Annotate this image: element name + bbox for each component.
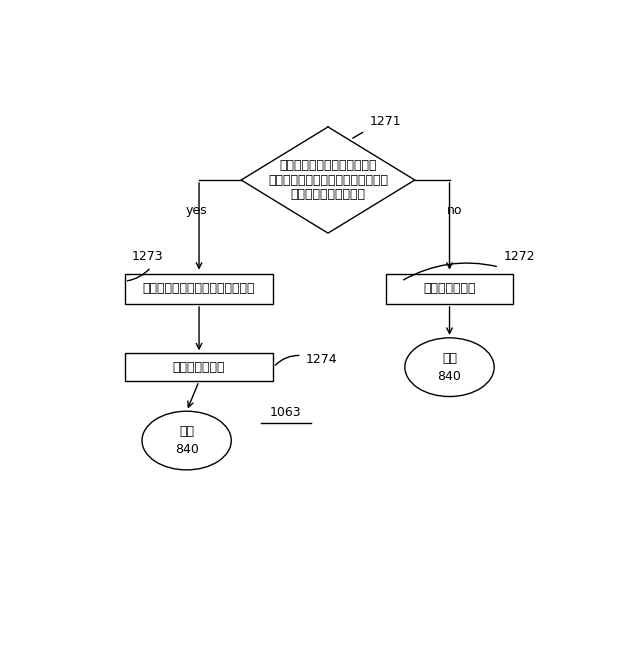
FancyBboxPatch shape	[387, 273, 513, 304]
Text: 電気機器が同一内部ネットワークに: 電気機器が同一内部ネットワークに	[268, 173, 388, 187]
Text: 1063: 1063	[270, 406, 301, 419]
FancyBboxPatch shape	[125, 353, 273, 381]
Text: 1274: 1274	[306, 353, 337, 366]
Text: no: no	[447, 204, 462, 217]
Text: 登録情報を提供: 登録情報を提供	[173, 361, 225, 374]
Text: 動作: 動作	[442, 351, 457, 365]
Text: 動作: 動作	[179, 425, 194, 438]
Text: 840: 840	[175, 443, 198, 456]
Ellipse shape	[142, 411, 231, 470]
FancyBboxPatch shape	[125, 273, 273, 304]
Text: 840: 840	[438, 370, 461, 383]
Text: 1273: 1273	[132, 250, 164, 263]
Text: yes: yes	[186, 204, 207, 217]
Ellipse shape	[405, 338, 494, 397]
Text: クライアントコンピュータと: クライアントコンピュータと	[279, 160, 377, 172]
Text: 存在するか否かを判定: 存在するか否かを判定	[291, 188, 365, 200]
Text: 登録情報を提供: 登録情報を提供	[423, 283, 476, 295]
Text: ゲートウェイ機器へリダイレクト: ゲートウェイ機器へリダイレクト	[143, 283, 255, 295]
Text: 1271: 1271	[370, 116, 402, 128]
Text: 1272: 1272	[504, 250, 536, 263]
